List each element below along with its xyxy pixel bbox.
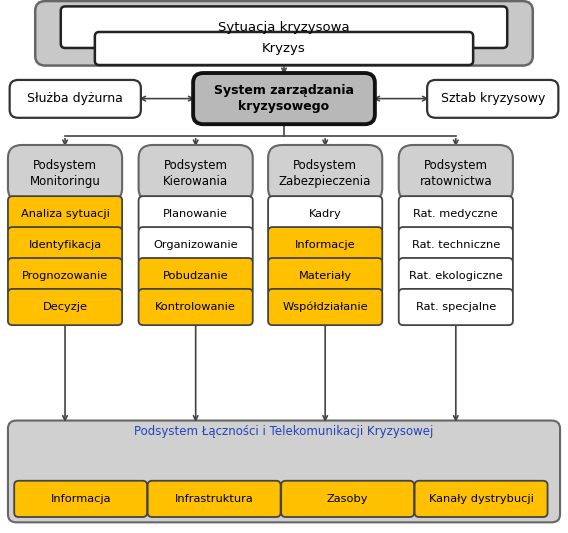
FancyBboxPatch shape — [35, 1, 533, 66]
FancyBboxPatch shape — [8, 145, 122, 201]
Text: Materiały: Materiały — [299, 271, 352, 281]
Text: Organizowanie: Organizowanie — [153, 240, 238, 250]
Text: Rat. medyczne: Rat. medyczne — [414, 209, 498, 219]
FancyBboxPatch shape — [399, 196, 513, 232]
FancyBboxPatch shape — [139, 258, 253, 294]
Text: Podsystem Łączności i Telekomunikacji Kryzysowej: Podsystem Łączności i Telekomunikacji Kr… — [134, 425, 434, 438]
FancyBboxPatch shape — [399, 145, 513, 201]
FancyBboxPatch shape — [14, 481, 147, 517]
FancyBboxPatch shape — [268, 196, 382, 232]
FancyBboxPatch shape — [399, 289, 513, 325]
Text: Zasoby: Zasoby — [327, 494, 369, 504]
Text: Planowanie: Planowanie — [163, 209, 228, 219]
Text: Rat. ekologiczne: Rat. ekologiczne — [409, 271, 503, 281]
FancyBboxPatch shape — [95, 32, 473, 65]
Text: Sztab kryzysowy: Sztab kryzysowy — [441, 92, 545, 106]
Text: Informacje: Informacje — [295, 240, 356, 250]
FancyBboxPatch shape — [139, 196, 253, 232]
FancyBboxPatch shape — [399, 258, 513, 294]
FancyBboxPatch shape — [268, 289, 382, 325]
FancyBboxPatch shape — [10, 80, 141, 118]
FancyBboxPatch shape — [139, 145, 253, 201]
FancyBboxPatch shape — [61, 6, 507, 48]
Text: Rat. techniczne: Rat. techniczne — [412, 240, 500, 250]
Text: Współdziałanie: Współdziałanie — [282, 302, 368, 312]
FancyBboxPatch shape — [139, 289, 253, 325]
FancyBboxPatch shape — [268, 227, 382, 263]
FancyBboxPatch shape — [399, 227, 513, 263]
Text: Podsystem
ratownictwa: Podsystem ratownictwa — [420, 159, 492, 188]
FancyBboxPatch shape — [268, 258, 382, 294]
Text: Podsystem
Kierowania: Podsystem Kierowania — [163, 159, 228, 188]
Text: Kadry: Kadry — [309, 209, 341, 219]
Text: Sytuacja kryzysowa: Sytuacja kryzysowa — [218, 21, 350, 34]
FancyBboxPatch shape — [8, 227, 122, 263]
Text: Infrastruktura: Infrastruktura — [175, 494, 253, 504]
Text: Podsystem
Zabezpieczenia: Podsystem Zabezpieczenia — [279, 159, 371, 188]
Text: Kanały dystrybucji: Kanały dystrybucji — [429, 494, 533, 504]
Text: Prognozowanie: Prognozowanie — [22, 271, 108, 281]
FancyBboxPatch shape — [268, 145, 382, 201]
Text: System zarządzania
kryzysowego: System zarządzania kryzysowego — [214, 84, 354, 113]
Text: Rat. specjalne: Rat. specjalne — [416, 302, 496, 312]
Text: Podsystem
Monitoringu: Podsystem Monitoringu — [30, 159, 101, 188]
FancyBboxPatch shape — [415, 481, 548, 517]
FancyBboxPatch shape — [427, 80, 558, 118]
Text: Informacja: Informacja — [51, 494, 111, 504]
Text: Kontrolowanie: Kontrolowanie — [155, 302, 236, 312]
FancyBboxPatch shape — [8, 421, 560, 522]
FancyBboxPatch shape — [281, 481, 414, 517]
FancyBboxPatch shape — [139, 227, 253, 263]
Text: Analiza sytuacji: Analiza sytuacji — [20, 209, 110, 219]
Text: Identyfikacja: Identyfikacja — [28, 240, 102, 250]
Text: Kryzys: Kryzys — [262, 42, 306, 55]
FancyBboxPatch shape — [8, 289, 122, 325]
FancyBboxPatch shape — [8, 258, 122, 294]
FancyBboxPatch shape — [193, 73, 375, 124]
FancyBboxPatch shape — [8, 196, 122, 232]
FancyBboxPatch shape — [148, 481, 281, 517]
Text: Pobudzanie: Pobudzanie — [163, 271, 228, 281]
Text: Służba dyżurna: Służba dyżurna — [27, 92, 123, 106]
Text: Decyzje: Decyzje — [43, 302, 87, 312]
